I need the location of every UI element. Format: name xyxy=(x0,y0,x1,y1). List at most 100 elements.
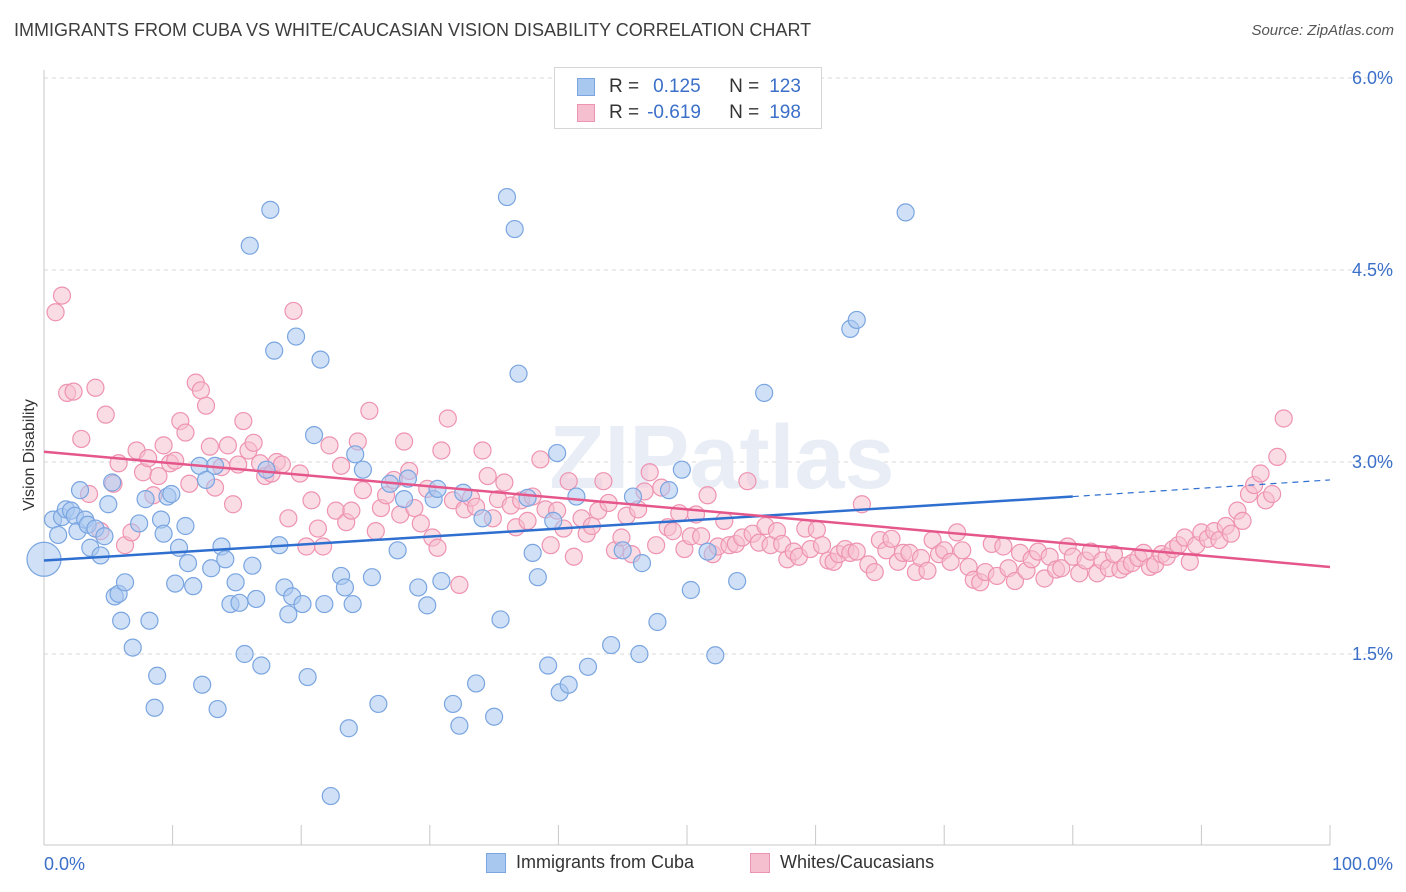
data-point-white xyxy=(941,552,960,571)
data-point-white xyxy=(518,511,537,530)
data-point-cuba xyxy=(454,483,473,502)
data-point-cuba xyxy=(505,219,524,239)
data-point-white xyxy=(812,536,832,555)
data-point-cuba xyxy=(252,656,271,675)
data-point-white xyxy=(1251,464,1270,483)
data-point-white xyxy=(473,441,492,460)
legend-label-white: Whites/Caucasians xyxy=(780,852,935,872)
trendline-white xyxy=(43,450,1331,569)
data-point-cuba xyxy=(70,481,90,500)
data-point-cuba xyxy=(202,559,221,578)
legend-n-value: 198 xyxy=(769,102,801,123)
data-point-cuba xyxy=(567,487,586,506)
data-point-white xyxy=(994,537,1013,556)
data-point-white xyxy=(331,456,351,475)
data-point-white xyxy=(176,423,195,442)
data-point-cuba xyxy=(265,341,284,360)
trendline-cuba xyxy=(43,495,1073,562)
data-point-cuba xyxy=(103,473,122,492)
y-tick-label: 3.0% xyxy=(1352,452,1393,472)
data-point-cuba xyxy=(247,589,266,609)
data-point-white xyxy=(847,542,866,561)
data-point-cuba xyxy=(166,574,185,593)
data-point-cuba xyxy=(145,698,164,717)
data-point-cuba xyxy=(847,310,866,330)
data-point-cuba xyxy=(559,675,578,694)
data-point-cuba xyxy=(362,568,382,587)
data-point-white xyxy=(234,411,253,431)
data-point-cuba xyxy=(755,383,774,402)
legend-row-cuba: R = 0.125 N = 123 xyxy=(577,75,801,99)
data-point-cuba xyxy=(443,694,463,714)
data-point-cuba xyxy=(208,699,227,719)
data-point-cuba xyxy=(466,674,486,693)
legend-item-cuba[interactable]: Immigrants from Cuba xyxy=(486,852,694,873)
data-point-cuba xyxy=(728,571,747,591)
data-point-white xyxy=(139,449,158,468)
data-point-white xyxy=(284,301,303,321)
data-point-white xyxy=(86,378,105,397)
data-point-cuba xyxy=(706,646,725,665)
data-point-white xyxy=(478,466,497,486)
data-point-cuba xyxy=(681,580,700,600)
data-point-cuba xyxy=(49,525,68,545)
data-point-white xyxy=(715,511,734,530)
data-point-cuba xyxy=(896,203,915,222)
data-point-cuba xyxy=(99,495,118,514)
data-point-cuba xyxy=(539,656,558,675)
legend-n-value: 123 xyxy=(769,76,801,97)
data-point-cuba xyxy=(473,509,492,528)
data-point-cuba xyxy=(630,644,649,664)
data-point-cuba xyxy=(632,554,652,573)
data-point-cuba xyxy=(130,514,149,533)
legend-r-value: -0.619 xyxy=(647,102,701,123)
data-point-cuba xyxy=(623,487,643,506)
data-point-white xyxy=(495,473,514,492)
data-point-white xyxy=(1268,447,1287,466)
legend-label-cuba: Immigrants from Cuba xyxy=(516,852,695,872)
data-point-cuba xyxy=(230,593,249,612)
data-point-cuba xyxy=(388,541,407,560)
data-point-white xyxy=(96,405,115,424)
data-point-cuba xyxy=(148,666,167,685)
data-point-cuba xyxy=(343,594,362,614)
data-point-cuba xyxy=(497,187,517,207)
data-point-cuba xyxy=(346,445,365,464)
data-point-cuba xyxy=(184,577,203,596)
x-tick-label: 0.0% xyxy=(44,854,85,874)
data-point-white xyxy=(541,536,560,555)
data-point-cuba xyxy=(578,657,598,676)
data-point-cuba xyxy=(286,327,306,346)
data-point-cuba xyxy=(115,573,135,592)
data-point-cuba xyxy=(235,644,254,664)
data-point-white xyxy=(640,463,659,482)
data-point-cuba xyxy=(154,524,173,543)
legend-item-white[interactable]: Whites/Caucasians xyxy=(750,852,934,873)
data-point-white xyxy=(297,537,316,556)
data-point-cuba xyxy=(450,716,469,735)
data-point-white xyxy=(1263,484,1282,504)
legend-r-label: R = xyxy=(609,102,640,123)
data-point-cuba xyxy=(243,556,262,575)
data-point-white xyxy=(279,509,298,528)
data-point-cuba xyxy=(226,573,245,592)
data-point-white xyxy=(698,486,717,505)
data-point-cuba xyxy=(321,786,340,806)
data-point-white xyxy=(180,474,199,493)
y-tick-label: 1.5% xyxy=(1352,644,1393,664)
data-point-white xyxy=(1005,571,1025,591)
data-point-cuba xyxy=(509,364,528,383)
data-point-cuba xyxy=(298,667,317,687)
source-credit: Source: ZipAtlas.com xyxy=(1251,22,1394,39)
data-point-white xyxy=(46,303,65,322)
data-point-cuba xyxy=(432,571,451,591)
data-point-white xyxy=(807,520,826,539)
data-point-white xyxy=(450,575,469,594)
data-point-white xyxy=(1052,559,1071,578)
data-point-cuba xyxy=(311,350,330,369)
data-point-cuba xyxy=(418,596,437,615)
data-point-cuba xyxy=(409,578,428,597)
y-tick-label: 4.5% xyxy=(1352,260,1393,280)
data-point-white xyxy=(394,432,414,451)
